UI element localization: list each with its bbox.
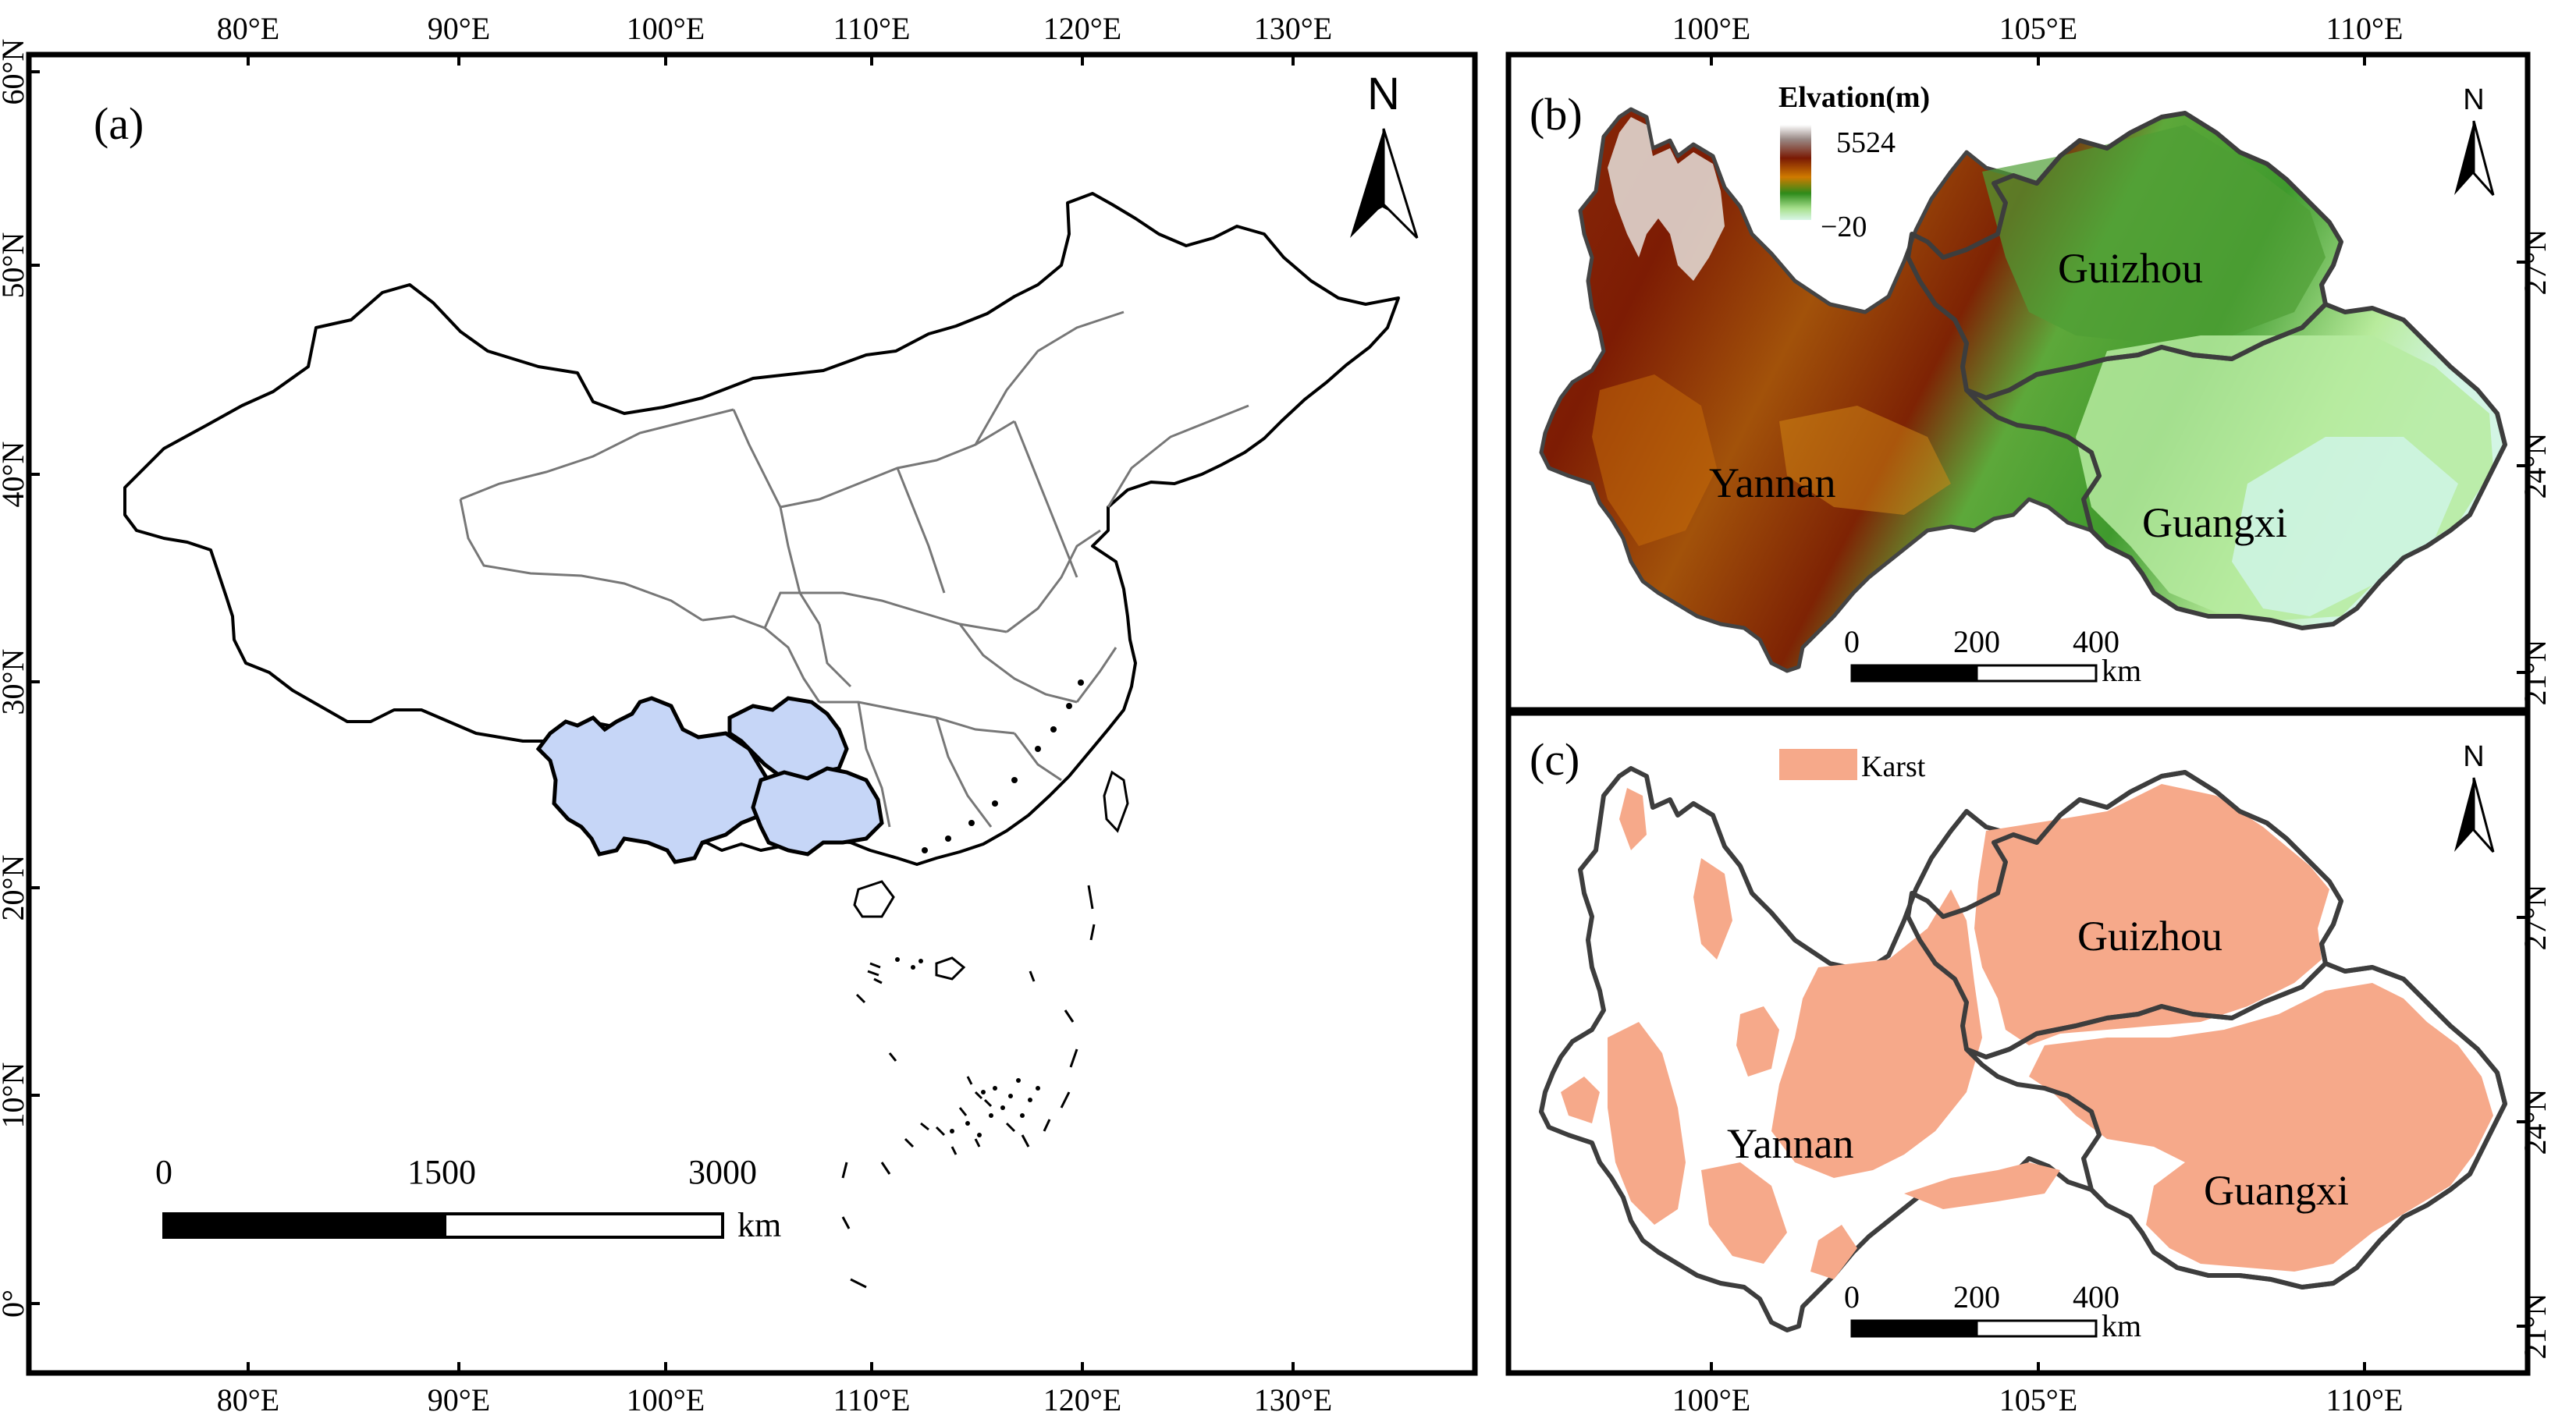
scale-unit: km <box>737 1206 781 1244</box>
right-tick-label: 24°N <box>2517 433 2553 499</box>
top-tick-label: 100°E <box>627 11 705 46</box>
guangxi-border-c <box>1964 961 2507 1290</box>
top-tick-label: 105°E <box>1999 11 2077 46</box>
province-borders-b <box>1906 111 2507 630</box>
region-label-guizhou: Guizhou <box>2077 913 2222 960</box>
elevation-legend: Elvation(m) 5524 −20 <box>1778 81 1930 243</box>
panel-a: 80°E 90°E 100°E 110°E 120°E 130°E 80°E 9… <box>0 11 1478 1417</box>
scale-label: 400 <box>2073 624 2119 659</box>
north-arrow-c: N <box>2454 740 2495 853</box>
panel-a-left-ticks: 60°N 50°N 40°N 30°N 20°N 10°N 0° <box>0 39 40 1318</box>
region-label-guizhou: Guizhou <box>2058 245 2203 292</box>
legend-title: Elvation(m) <box>1778 81 1930 114</box>
scale-bar-c: 0 200 400 km <box>1844 1279 2141 1343</box>
legend-min: −20 <box>1821 211 1867 243</box>
north-arrow-a: N <box>1350 69 1419 239</box>
islands <box>841 770 1129 1289</box>
scale-label: 3000 <box>688 1153 757 1191</box>
north-arrow-icon <box>2454 121 2474 195</box>
province-borders-c <box>1906 770 2507 1290</box>
right-tick-label: 27°N <box>2517 229 2553 296</box>
panel-c-right-ticks: 27°N 24°N 21°N <box>2517 885 2553 1360</box>
left-tick-label: 60°N <box>0 39 30 105</box>
study-area-highlight <box>535 696 884 864</box>
top-tick-label: 120°E <box>1043 11 1121 46</box>
bottom-tick-label: 110°E <box>833 1382 911 1417</box>
region-label-guangxi: Guangxi <box>2204 1167 2349 1214</box>
karst-areas <box>1561 784 2493 1279</box>
left-tick-label: 20°N <box>0 855 30 921</box>
scale-label: 0 <box>1844 624 1860 659</box>
top-tick-label: 80°E <box>217 11 279 46</box>
legend-max: 5524 <box>1836 126 1896 159</box>
right-tick-label: 24°N <box>2517 1089 2553 1155</box>
top-tick-label: 90°E <box>428 11 490 46</box>
guangxi-highlight <box>751 766 884 857</box>
yunnan-highlight <box>535 696 783 864</box>
province-boundaries <box>459 310 1249 828</box>
north-label: N <box>2463 83 2484 116</box>
panel-b-label: (b) <box>1530 89 1583 140</box>
taiwan <box>1103 770 1129 833</box>
bottom-tick-label: 110°E <box>2326 1382 2404 1417</box>
top-tick-label: 100°E <box>1672 11 1750 46</box>
right-tick-label: 27°N <box>2517 885 2553 951</box>
panel-c: 100°E 105°E 110°E 27°N 24°N 21°N (c) <box>1505 710 2553 1417</box>
elevation-colorbar <box>1780 125 1811 220</box>
left-tick-label: 40°N <box>0 442 30 508</box>
bottom-tick-label: 120°E <box>1043 1382 1121 1417</box>
bottom-tick-label: 90°E <box>428 1382 490 1417</box>
north-label: N <box>1367 69 1400 119</box>
left-tick-label: 10°N <box>0 1062 30 1129</box>
scale-label: 0 <box>1844 1279 1860 1314</box>
karst-legend-label: Karst <box>1861 750 1926 783</box>
left-tick-label: 0° <box>0 1290 30 1318</box>
guangxi-border-b <box>1964 302 2507 630</box>
region-label-yannan: Yannan <box>1709 459 1836 506</box>
north-arrow-icon <box>2454 778 2474 852</box>
scale-unit: km <box>2102 1308 2141 1343</box>
bottom-tick-label: 80°E <box>217 1382 279 1417</box>
top-tick-label: 110°E <box>2326 11 2404 46</box>
panel-b-top-ticks: 100°E 105°E 110°E <box>1672 11 2404 66</box>
right-tick-label: 21°N <box>2517 640 2553 706</box>
high-elevation-zone <box>1608 117 1725 281</box>
right-tick-label: 21°N <box>2517 1293 2553 1360</box>
north-arrow-b: N <box>2454 83 2495 196</box>
karst-legend: Karst <box>1779 749 1926 783</box>
top-tick-label: 130°E <box>1254 11 1332 46</box>
top-tick-label: 110°E <box>833 11 911 46</box>
scale-label: 200 <box>1953 624 2000 659</box>
left-tick-label: 30°N <box>0 649 30 715</box>
scale-label: 0 <box>155 1153 172 1191</box>
panel-c-bottom-ticks: 100°E 105°E 110°E <box>1672 1362 2404 1417</box>
scale-label: 1500 <box>407 1153 476 1191</box>
panel-b-right-ticks: 27°N 24°N 21°N <box>2517 229 2553 706</box>
region-label-guangxi: Guangxi <box>2142 499 2287 546</box>
scale-bar-b: 0 200 400 km <box>1844 624 2141 688</box>
panel-a-top-ticks: 80°E 90°E 100°E 110°E 120°E 130°E <box>217 11 1332 66</box>
coast-details <box>895 679 1084 1137</box>
bottom-tick-label: 100°E <box>627 1382 705 1417</box>
scale-label: 400 <box>2073 1279 2119 1314</box>
panel-b: 100°E 105°E 110°E 27°N 24°N 21°N (b) <box>1505 11 2553 713</box>
panel-a-bottom-ticks: 80°E 90°E 100°E 110°E 120°E 130°E <box>217 1362 1332 1417</box>
scale-bar-a: 0 1500 3000 km <box>155 1153 781 1244</box>
karst-swatch <box>1779 749 1857 780</box>
hainan <box>853 880 895 918</box>
region-label-yannan: Yannan <box>1727 1120 1854 1167</box>
scale-unit: km <box>2102 653 2141 688</box>
bottom-tick-label: 105°E <box>1999 1382 2077 1417</box>
panel-c-label: (c) <box>1530 734 1579 785</box>
left-tick-label: 50°N <box>0 232 30 299</box>
north-label: N <box>2463 740 2484 773</box>
bottom-tick-label: 130°E <box>1254 1382 1332 1417</box>
bottom-tick-label: 100°E <box>1672 1382 1750 1417</box>
panel-a-label: (a) <box>94 98 144 149</box>
scale-label: 200 <box>1953 1279 2000 1314</box>
guizhou-highlight <box>727 696 849 782</box>
